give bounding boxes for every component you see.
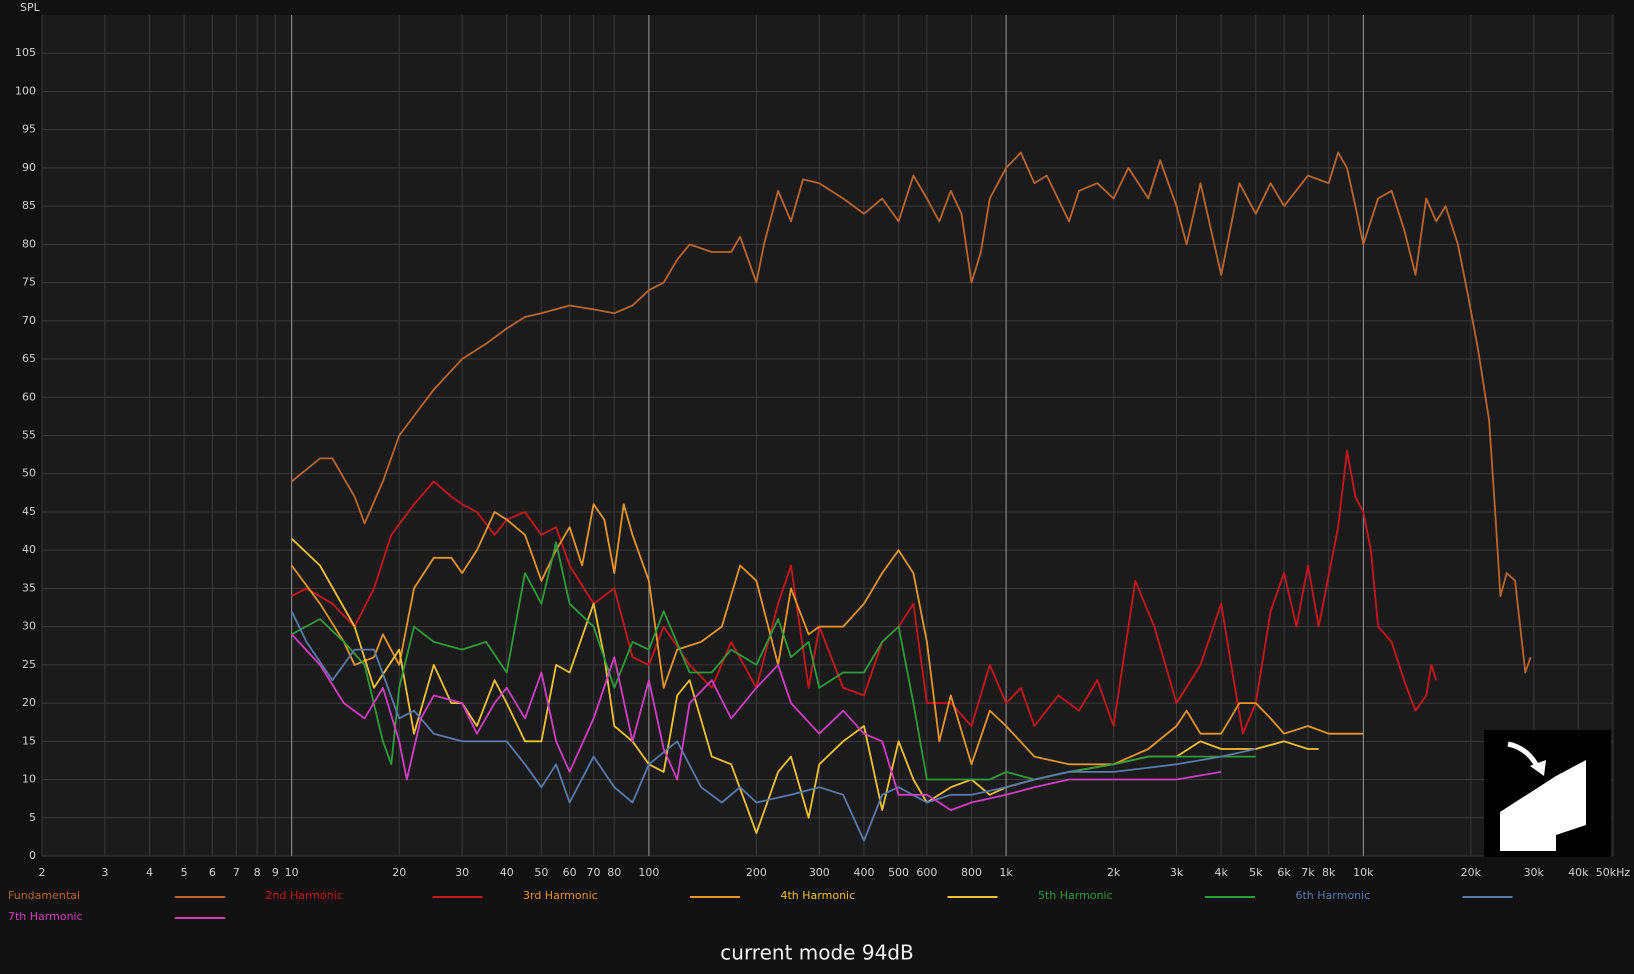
x-tick-label: 1k	[999, 866, 1013, 879]
y-tick-label: 105	[15, 46, 36, 59]
x-tick-label: 5	[181, 866, 188, 879]
lines	[290, 151, 1532, 842]
x-tick-label: 5k	[1249, 866, 1263, 879]
legend-label: 6th Harmonic	[1296, 889, 1371, 902]
y-tick-label: 25	[22, 658, 36, 671]
y-tick-label: 5	[29, 811, 36, 824]
y-tick-label: 20	[22, 696, 36, 709]
legend-label: Fundamental	[8, 889, 80, 902]
legend-label: 7th Harmonic	[8, 910, 83, 923]
x-tick-label: 60	[563, 866, 577, 879]
x-tick-label: 30k	[1524, 866, 1545, 879]
x-tick-label: 600	[916, 866, 937, 879]
x-tick-label: 4k	[1214, 866, 1228, 879]
x-tick-label: 2k	[1107, 866, 1121, 879]
caption: current mode 94dB	[720, 941, 913, 965]
x-tick-label: 10k	[1353, 866, 1374, 879]
series-line	[290, 503, 1364, 766]
x-tick-label: 3k	[1170, 866, 1184, 879]
x-tick-label: 20	[392, 866, 406, 879]
y-tick-label: 90	[22, 161, 36, 174]
x-tick-label: 6	[209, 866, 216, 879]
x-tick-label: 8k	[1322, 866, 1336, 879]
x-tick-label: 50	[534, 866, 548, 879]
x-tick-label: 400	[853, 866, 874, 879]
y-tick-label: 65	[22, 352, 36, 365]
y-tick-label: 40	[22, 543, 36, 556]
y-tick-label: 0	[29, 849, 36, 862]
x-tick-label: 50kHz	[1596, 866, 1631, 879]
series-line	[291, 151, 1532, 674]
x-tick-label: 10	[285, 866, 299, 879]
legend-label: 4th Harmonic	[781, 889, 856, 902]
x-tick-label: 300	[809, 866, 830, 879]
y-tick-label: 35	[22, 581, 36, 594]
x-tick-label: 2	[39, 866, 46, 879]
x-tick-label: 80	[607, 866, 621, 879]
y-tick-label: 85	[22, 199, 36, 212]
x-tick-label: 100	[638, 866, 659, 879]
y-tick-label: 70	[22, 314, 36, 327]
series-line	[291, 541, 1256, 781]
y-tick-label: 80	[22, 237, 36, 250]
x-tick-label: 40k	[1568, 866, 1589, 879]
x-tick-label: 70	[587, 866, 601, 879]
series-line	[291, 633, 1222, 811]
x-tick-label: 30	[455, 866, 469, 879]
x-tick-label: 4	[146, 866, 153, 879]
x-tick-label: 6k	[1277, 866, 1291, 879]
x-tick-label: 800	[961, 866, 982, 879]
y-tick-label: 15	[22, 734, 36, 747]
x-tick-label: 20k	[1461, 866, 1482, 879]
y-tick-label: 60	[22, 390, 36, 403]
x-tick-label: 40	[500, 866, 514, 879]
y-axis-label: SPL	[20, 1, 41, 14]
x-tick-label: 9	[272, 866, 279, 879]
y-tick-label: 55	[22, 429, 36, 442]
y-tick-label: 30	[22, 620, 36, 633]
corner-icon	[1484, 730, 1611, 857]
series-line	[291, 449, 1438, 735]
x-tick-label: 8	[254, 866, 261, 879]
legend-label: 5th Harmonic	[1038, 889, 1113, 902]
y-tick-label: 50	[22, 467, 36, 480]
legend-label: 3rd Harmonic	[523, 889, 598, 902]
x-tick-label: 7	[233, 866, 240, 879]
y-tick-label: 75	[22, 276, 36, 289]
legend-label: 2nd Harmonic	[266, 889, 343, 902]
x-tick-label: 500	[888, 866, 909, 879]
y-tick-label: 100	[15, 84, 36, 97]
series-line	[290, 610, 1256, 842]
x-tick-label: 3	[101, 866, 108, 879]
x-tick-label: 7k	[1301, 866, 1315, 879]
y-tick-label: 10	[22, 773, 36, 786]
x-tick-label: 200	[746, 866, 767, 879]
y-tick-label: 95	[22, 123, 36, 136]
y-tick-label: 45	[22, 505, 36, 518]
